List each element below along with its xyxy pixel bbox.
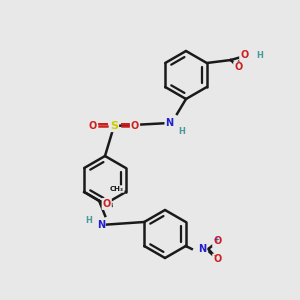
- Text: O: O: [89, 121, 97, 131]
- Text: CH₃: CH₃: [110, 186, 124, 192]
- Text: O: O: [131, 121, 139, 131]
- Text: H: H: [256, 51, 263, 60]
- Text: N: N: [198, 244, 206, 254]
- Text: O: O: [213, 254, 221, 265]
- Text: S: S: [110, 121, 118, 131]
- Text: O: O: [240, 50, 248, 61]
- Text: -: -: [213, 251, 216, 260]
- Text: H: H: [178, 128, 185, 136]
- Text: N: N: [97, 220, 105, 230]
- Text: O: O: [213, 236, 221, 247]
- Text: O: O: [234, 62, 242, 73]
- Text: O: O: [103, 199, 111, 209]
- Text: H: H: [85, 216, 92, 225]
- Text: N: N: [165, 118, 174, 128]
- Text: +: +: [213, 236, 219, 242]
